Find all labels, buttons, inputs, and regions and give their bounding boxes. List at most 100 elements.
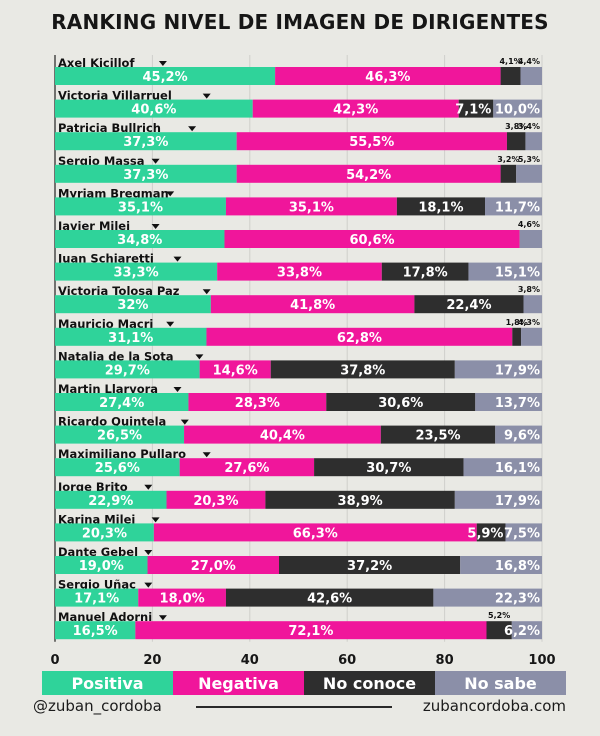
- legend-no-sabe: No sabe: [435, 671, 566, 695]
- data-label: 20,3%: [193, 494, 238, 509]
- bar-segment: [166, 490, 266, 509]
- category-label: Sergio Uñac: [58, 578, 136, 592]
- data-label: 62,8%: [337, 331, 382, 346]
- data-label: 9,6%: [504, 429, 540, 444]
- bar-segment: [521, 327, 542, 346]
- data-label-small: 5,2%: [488, 611, 510, 620]
- data-label: 17,8%: [403, 266, 448, 281]
- data-label-small: 3,8%: [518, 285, 540, 294]
- caret-down-icon: [202, 93, 211, 99]
- bar-segment: [236, 132, 507, 151]
- data-label-small: 4,3%: [518, 318, 540, 327]
- caret-down-icon: [188, 126, 197, 132]
- data-label: 29,7%: [105, 363, 150, 378]
- caret-down-icon: [166, 321, 175, 327]
- bar-segment: [217, 262, 382, 281]
- bar-segment: [55, 588, 139, 607]
- bar-segment: [476, 523, 506, 542]
- bar-segment: [55, 99, 253, 118]
- data-label: 37,2%: [347, 559, 392, 574]
- bar-segment: [519, 230, 542, 248]
- bar-segment: [55, 67, 276, 85]
- data-label: 16,1%: [495, 461, 540, 476]
- data-label: 23,5%: [415, 429, 460, 444]
- data-label: 37,8%: [340, 363, 385, 378]
- x-tick-label: 100: [528, 653, 555, 668]
- category-label: Jorge Brito: [57, 480, 128, 494]
- data-label: 27,4%: [99, 396, 144, 411]
- bar-segment: [511, 621, 542, 640]
- caret-down-icon: [151, 224, 160, 229]
- data-label: 72,1%: [288, 624, 333, 639]
- bar-segment: [55, 230, 225, 248]
- bar-segment: [206, 327, 513, 346]
- data-label: 19,0%: [79, 559, 124, 574]
- data-label-small: 3,8%: [505, 122, 527, 131]
- bar-segment: [179, 458, 315, 477]
- bar-segment: [199, 360, 271, 379]
- bar-segment: [454, 360, 542, 379]
- category-label: Dante Gebel: [58, 545, 138, 559]
- data-label: 40,4%: [260, 429, 305, 444]
- bar-segment: [505, 523, 542, 542]
- bar-segment: [493, 99, 542, 118]
- data-label: 37,3%: [123, 135, 168, 150]
- bar-segment: [55, 393, 189, 411]
- data-label-small: 1,8%: [506, 318, 528, 327]
- data-label: 30,6%: [378, 396, 423, 411]
- data-label: 22,4%: [446, 298, 491, 313]
- data-label: 16,8%: [495, 559, 540, 574]
- data-label: 46,3%: [365, 70, 410, 85]
- data-label: 16,5%: [73, 624, 118, 639]
- bar-segment: [396, 197, 486, 216]
- data-label: 66,3%: [293, 526, 338, 541]
- bar-segment: [381, 262, 469, 281]
- data-label-small: 4,1%: [499, 57, 521, 66]
- bar-segment: [512, 327, 522, 346]
- bar-segment: [138, 588, 226, 607]
- caret-down-icon: [173, 256, 182, 262]
- data-label: 33,8%: [277, 266, 322, 281]
- caret-down-icon: [166, 191, 175, 197]
- data-label-small: 3,4%: [518, 122, 540, 131]
- bar-segment: [520, 67, 542, 85]
- bar-segment: [433, 588, 542, 607]
- caret-down-icon: [151, 517, 160, 523]
- category-label: Axel Kicillof: [58, 56, 135, 70]
- data-label: 40,6%: [131, 103, 176, 118]
- data-label-small: 3,2%: [497, 155, 519, 164]
- bar-segment: [147, 556, 280, 574]
- data-label: 11,7%: [495, 200, 540, 215]
- data-label: 35,1%: [118, 200, 163, 215]
- category-label: Juan Schiaretti: [57, 252, 154, 266]
- bar-segment: [516, 164, 542, 183]
- data-label-small: 5,3%: [518, 155, 540, 164]
- category-label: Patricia Bullrich: [58, 121, 161, 135]
- data-label: 22,9%: [88, 494, 133, 509]
- bar-segment: [500, 164, 517, 183]
- data-label: 6,2%: [504, 624, 540, 639]
- data-label: 31,1%: [108, 331, 153, 346]
- data-label-small: 4,6%: [518, 220, 540, 229]
- bar-segment: [55, 132, 237, 151]
- bar-segment: [380, 425, 496, 444]
- caret-down-icon: [144, 484, 153, 490]
- bar-segment: [279, 556, 461, 574]
- category-label: Ricardo Quintela: [58, 415, 166, 429]
- bar-segment: [525, 132, 542, 151]
- footer-handle: @zuban_cordoba: [33, 697, 162, 715]
- bar-segment: [265, 490, 455, 509]
- bar-segment: [55, 490, 167, 509]
- bar-segment: [225, 197, 397, 216]
- caret-down-icon: [144, 582, 153, 588]
- data-label: 18,0%: [160, 592, 205, 607]
- caret-down-icon: [173, 387, 182, 392]
- data-label: 5,9%: [467, 526, 503, 541]
- caret-down-icon: [158, 615, 167, 621]
- bar-segment: [55, 556, 148, 574]
- bar-segment: [55, 523, 154, 542]
- bar-segment: [188, 393, 327, 411]
- bar-segment: [523, 295, 542, 314]
- data-label: 13,7%: [495, 396, 540, 411]
